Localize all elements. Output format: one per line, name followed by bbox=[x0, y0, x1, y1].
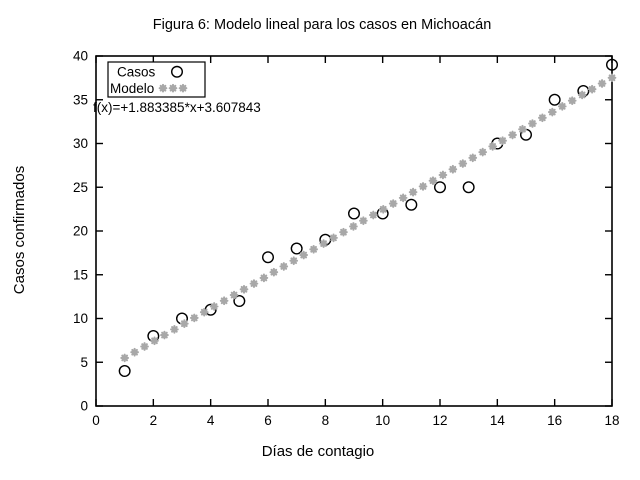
model-point bbox=[518, 124, 527, 134]
chart-title: Figura 6: Modelo lineal para los casos e… bbox=[153, 17, 492, 33]
data-point bbox=[233, 295, 246, 308]
model-point bbox=[120, 353, 130, 363]
model-point bbox=[528, 119, 537, 128]
model-point bbox=[418, 182, 428, 191]
model-point bbox=[378, 204, 388, 214]
x-tick-label: 2 bbox=[150, 413, 158, 428]
data-point bbox=[290, 242, 303, 255]
model-point bbox=[458, 159, 468, 168]
x-tick-label: 6 bbox=[264, 413, 272, 428]
y-tick-label: 10 bbox=[73, 311, 88, 326]
y-tick-label: 0 bbox=[80, 399, 88, 414]
model-point bbox=[538, 113, 547, 123]
y-tick-label: 40 bbox=[73, 49, 88, 64]
model-point bbox=[388, 199, 398, 208]
y-axis-label: Casos confirmados bbox=[11, 166, 28, 294]
model-point bbox=[567, 96, 577, 106]
x-tick-label: 10 bbox=[375, 413, 390, 428]
model-point bbox=[130, 347, 139, 357]
y-tick-label: 20 bbox=[73, 224, 88, 239]
model-point bbox=[239, 284, 249, 294]
model-point bbox=[408, 187, 418, 197]
model-point bbox=[178, 83, 188, 93]
legend: Casos Modelo bbox=[107, 61, 206, 98]
data-point bbox=[606, 58, 619, 71]
model-point bbox=[199, 307, 209, 317]
model-point bbox=[339, 227, 348, 237]
model-point bbox=[249, 279, 259, 288]
x-tick-label: 8 bbox=[322, 413, 330, 428]
model-point bbox=[508, 130, 517, 140]
x-tick-label: 0 bbox=[92, 413, 100, 428]
legend-label-modelo: Modelo bbox=[110, 81, 154, 96]
x-tick-label: 14 bbox=[490, 413, 506, 428]
legend-label-casos: Casos bbox=[117, 65, 156, 80]
x-tick-label: 4 bbox=[207, 413, 215, 428]
model-point bbox=[587, 84, 597, 94]
model-point bbox=[428, 176, 438, 186]
model-point bbox=[557, 102, 567, 111]
data-point bbox=[462, 181, 475, 194]
model-point bbox=[398, 193, 408, 203]
model-point bbox=[359, 216, 368, 226]
model-point bbox=[219, 296, 229, 306]
legend-box bbox=[107, 61, 206, 98]
data-point bbox=[118, 365, 131, 378]
model-point bbox=[309, 244, 318, 254]
model-point bbox=[279, 262, 289, 271]
model-point bbox=[498, 136, 507, 146]
data-point bbox=[548, 93, 561, 106]
data-point bbox=[262, 251, 275, 264]
model-point bbox=[170, 325, 179, 334]
legend-casos-marker bbox=[170, 65, 183, 78]
data-point bbox=[348, 207, 361, 220]
model-point bbox=[179, 319, 189, 328]
model-point bbox=[229, 290, 239, 300]
model-point bbox=[448, 164, 458, 174]
model-point bbox=[368, 210, 378, 220]
model-point bbox=[259, 273, 269, 283]
x-axis-label: Días de contagio bbox=[262, 443, 375, 460]
model-point bbox=[319, 239, 328, 248]
model-point bbox=[438, 170, 448, 180]
model-point bbox=[189, 313, 199, 323]
y-tick-label: 15 bbox=[73, 267, 88, 282]
model-point bbox=[547, 107, 557, 117]
model-point bbox=[349, 222, 358, 231]
model-series bbox=[120, 73, 617, 363]
data-point bbox=[405, 198, 418, 211]
model-point bbox=[299, 250, 309, 260]
y-tick-label: 25 bbox=[73, 180, 88, 195]
fit-equation-annotation: f(x)=+1.883385*x+3.607843 bbox=[93, 100, 261, 115]
data-point bbox=[434, 181, 447, 194]
model-point bbox=[468, 153, 478, 163]
model-point bbox=[478, 147, 488, 157]
y-tick-label: 35 bbox=[73, 92, 88, 107]
model-point bbox=[329, 233, 338, 243]
model-point bbox=[140, 342, 149, 351]
y-tick-label: 30 bbox=[73, 136, 88, 151]
model-point bbox=[158, 83, 168, 93]
legend-marker-casos-circle-icon bbox=[170, 65, 183, 78]
model-point bbox=[597, 79, 607, 88]
model-point bbox=[289, 256, 299, 266]
model-point bbox=[488, 142, 498, 151]
x-tick-label: 12 bbox=[432, 413, 447, 428]
model-point bbox=[607, 73, 617, 83]
model-point bbox=[150, 336, 159, 346]
x-tick-label: 18 bbox=[604, 413, 619, 428]
model-point bbox=[577, 90, 587, 100]
model-point bbox=[160, 330, 169, 340]
y-tick-label: 5 bbox=[80, 355, 88, 370]
model-point bbox=[209, 302, 219, 311]
legend-marker-modelo-asterisks-icon bbox=[158, 83, 188, 93]
model-point bbox=[168, 83, 178, 93]
model-point bbox=[269, 267, 279, 277]
x-tick-label: 16 bbox=[547, 413, 562, 428]
axis-tick-labels: 0 2 4 6 8 10 12 14 16 18 0 5 10 15 20 25 30 35 40 bbox=[73, 49, 620, 429]
